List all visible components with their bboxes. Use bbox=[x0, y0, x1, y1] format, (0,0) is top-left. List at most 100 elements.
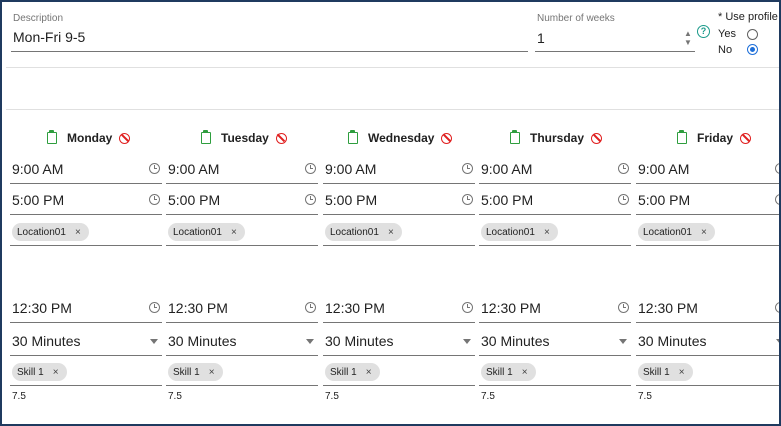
hours-total: 7.5 bbox=[325, 391, 339, 402]
clock-icon[interactable] bbox=[462, 302, 473, 313]
location-field[interactable]: Location01 × bbox=[10, 216, 162, 246]
clock-icon[interactable] bbox=[149, 163, 160, 174]
break-length-select[interactable]: 30 Minutes bbox=[166, 328, 318, 356]
clock-icon[interactable] bbox=[618, 163, 629, 174]
break-time-value: 12:30 PM bbox=[12, 300, 72, 316]
clock-icon[interactable] bbox=[618, 194, 629, 205]
clock-icon[interactable] bbox=[775, 302, 779, 313]
break-time-field[interactable]: 12:30 PM bbox=[479, 295, 631, 323]
location-field[interactable]: Location01 × bbox=[166, 216, 318, 246]
skill-field[interactable]: Skill 1 × bbox=[323, 356, 475, 386]
skill-field[interactable]: Skill 1 × bbox=[166, 356, 318, 386]
remove-chip-icon[interactable]: × bbox=[74, 226, 81, 238]
day-name: Friday bbox=[697, 131, 734, 145]
break-length-value: 30 Minutes bbox=[12, 333, 81, 349]
hours-total: 7.5 bbox=[481, 391, 495, 402]
skill-field[interactable]: Skill 1 × bbox=[479, 356, 631, 386]
clock-icon[interactable] bbox=[618, 302, 629, 313]
clipboard-icon[interactable] bbox=[677, 130, 687, 144]
start-time-value: 9:00 AM bbox=[12, 161, 64, 177]
remove-chip-icon[interactable]: × bbox=[543, 226, 550, 238]
clipboard-icon[interactable] bbox=[510, 130, 520, 144]
no-label: No bbox=[718, 44, 733, 56]
day-name: Wednesday bbox=[368, 131, 435, 145]
spinner-up-icon[interactable]: ▲ bbox=[684, 29, 692, 38]
location-field[interactable]: Location01 × bbox=[479, 216, 631, 246]
remove-chip-icon[interactable]: × bbox=[52, 366, 59, 378]
remove-chip-icon[interactable]: × bbox=[521, 366, 528, 378]
remove-chip-icon[interactable]: × bbox=[678, 366, 685, 378]
start-time-field[interactable]: 9:00 AM bbox=[479, 156, 631, 184]
location-field[interactable]: Location01 × bbox=[636, 216, 779, 246]
location-field[interactable]: Location01 × bbox=[323, 216, 475, 246]
clock-icon[interactable] bbox=[462, 163, 473, 174]
disable-day-icon[interactable] bbox=[591, 132, 603, 144]
start-time-field[interactable]: 9:00 AM bbox=[323, 156, 475, 184]
location-chip: Location01 × bbox=[12, 223, 89, 241]
chevron-down-icon[interactable] bbox=[619, 339, 627, 344]
clock-icon[interactable] bbox=[462, 194, 473, 205]
break-time-field[interactable]: 12:30 PM bbox=[323, 295, 475, 323]
disable-day-icon[interactable] bbox=[275, 132, 287, 144]
day-header: Thursday bbox=[510, 130, 603, 146]
clipboard-icon[interactable] bbox=[47, 130, 57, 144]
help-icon[interactable]: ? bbox=[697, 25, 710, 38]
clipboard-icon[interactable] bbox=[348, 130, 358, 144]
skill-field[interactable]: Skill 1 × bbox=[10, 356, 162, 386]
chevron-down-icon[interactable] bbox=[150, 339, 158, 344]
weeks-input[interactable]: 1 bbox=[537, 30, 545, 46]
description-input[interactable]: Mon-Fri 9-5 bbox=[13, 29, 86, 45]
clock-icon[interactable] bbox=[149, 194, 160, 205]
break-length-select[interactable]: 30 Minutes bbox=[636, 328, 779, 356]
start-time-value: 9:00 AM bbox=[325, 161, 377, 177]
clock-icon[interactable] bbox=[305, 302, 316, 313]
clock-icon[interactable] bbox=[305, 194, 316, 205]
break-length-select[interactable]: 30 Minutes bbox=[479, 328, 631, 356]
start-time-field[interactable]: 9:00 AM bbox=[10, 156, 162, 184]
location-chip-label: Location01 bbox=[330, 226, 379, 238]
break-time-field[interactable]: 12:30 PM bbox=[636, 295, 779, 323]
break-time-field[interactable]: 12:30 PM bbox=[166, 295, 318, 323]
end-time-field[interactable]: 5:00 PM bbox=[323, 187, 475, 215]
skill-chip-label: Skill 1 bbox=[17, 366, 44, 378]
chevron-down-icon[interactable] bbox=[776, 339, 779, 344]
clock-icon[interactable] bbox=[305, 163, 316, 174]
disable-day-icon[interactable] bbox=[740, 132, 752, 144]
day-name: Monday bbox=[67, 131, 113, 145]
day-column: Monday 9:00 AM 5:00 PM Location01 × 12:3… bbox=[10, 2, 162, 424]
remove-chip-icon[interactable]: × bbox=[700, 226, 707, 238]
break-length-value: 30 Minutes bbox=[638, 333, 707, 349]
end-time-field[interactable]: 5:00 PM bbox=[636, 187, 779, 215]
remove-chip-icon[interactable]: × bbox=[365, 366, 372, 378]
break-length-select[interactable]: 30 Minutes bbox=[10, 328, 162, 356]
disable-day-icon[interactable] bbox=[119, 132, 131, 144]
remove-chip-icon[interactable]: × bbox=[230, 226, 237, 238]
use-profile-no-radio[interactable] bbox=[747, 44, 758, 55]
disable-day-icon[interactable] bbox=[441, 132, 453, 144]
break-length-select[interactable]: 30 Minutes bbox=[323, 328, 475, 356]
yes-label: Yes bbox=[718, 28, 736, 40]
start-time-field[interactable]: 9:00 AM bbox=[166, 156, 318, 184]
chevron-down-icon[interactable] bbox=[463, 339, 471, 344]
spinner-down-icon[interactable]: ▼ bbox=[684, 38, 692, 47]
end-time-value: 5:00 PM bbox=[325, 192, 378, 208]
day-column: Tuesday 9:00 AM 5:00 PM Location01 × 12:… bbox=[166, 2, 318, 424]
break-time-field[interactable]: 12:30 PM bbox=[10, 295, 162, 323]
clipboard-icon[interactable] bbox=[201, 130, 211, 144]
skill-chip-label: Skill 1 bbox=[173, 366, 200, 378]
skill-chip: Skill 1 × bbox=[481, 363, 536, 381]
end-time-field[interactable]: 5:00 PM bbox=[10, 187, 162, 215]
remove-chip-icon[interactable]: × bbox=[387, 226, 394, 238]
weeks-spinner[interactable]: ▲ ▼ bbox=[684, 29, 692, 47]
skill-field[interactable]: Skill 1 × bbox=[636, 356, 779, 386]
end-time-field[interactable]: 5:00 PM bbox=[166, 187, 318, 215]
clock-icon[interactable] bbox=[775, 194, 779, 205]
end-time-field[interactable]: 5:00 PM bbox=[479, 187, 631, 215]
clock-icon[interactable] bbox=[775, 163, 779, 174]
day-name: Thursday bbox=[530, 131, 585, 145]
use-profile-yes-radio[interactable] bbox=[747, 29, 758, 40]
start-time-field[interactable]: 9:00 AM bbox=[636, 156, 779, 184]
chevron-down-icon[interactable] bbox=[306, 339, 314, 344]
remove-chip-icon[interactable]: × bbox=[208, 366, 215, 378]
clock-icon[interactable] bbox=[149, 302, 160, 313]
